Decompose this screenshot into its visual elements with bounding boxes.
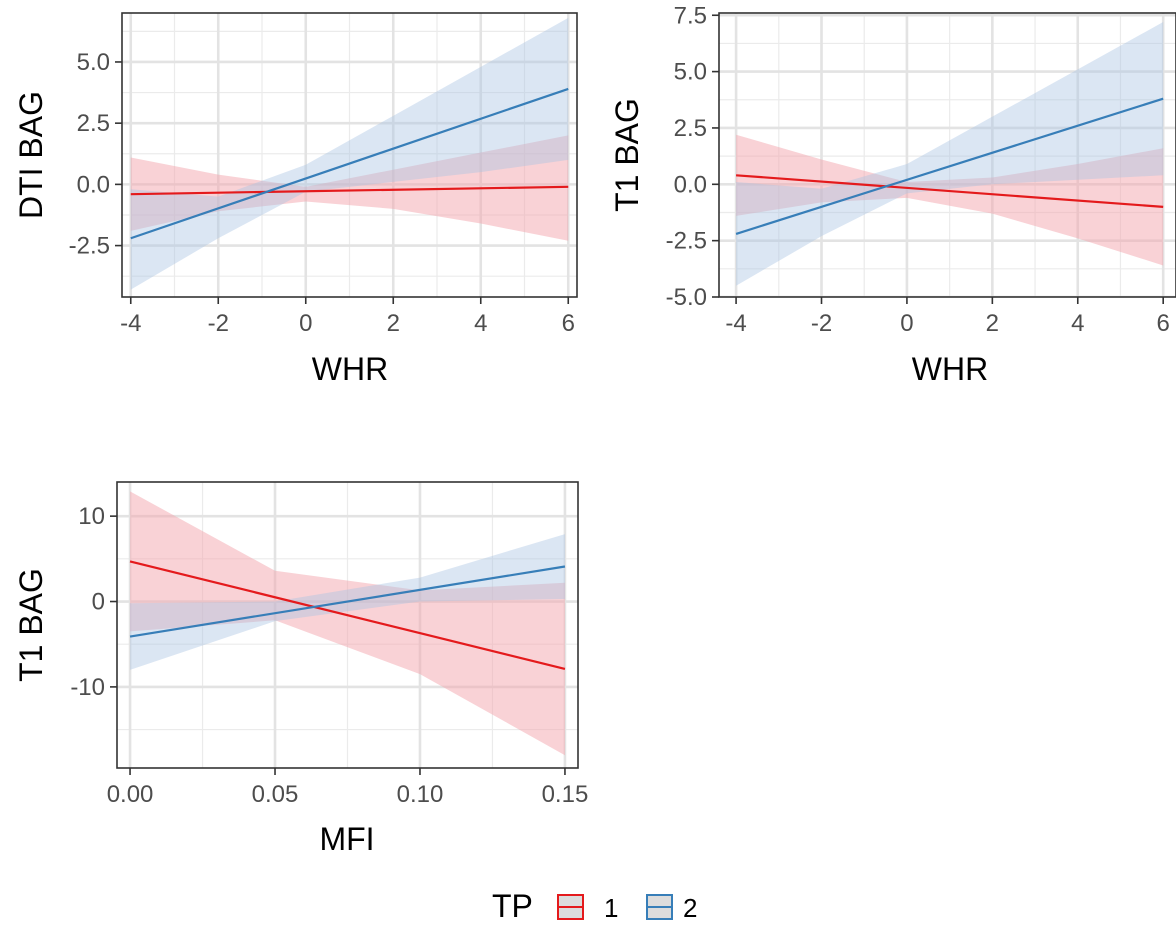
x-tick-label: 0.05 xyxy=(252,781,299,808)
panel-border xyxy=(718,12,1176,298)
panel-border xyxy=(116,481,579,769)
y-axis-title: T1 BAG xyxy=(609,98,645,212)
y-tick-label: 5.0 xyxy=(674,59,707,86)
plot-area xyxy=(129,491,566,756)
x-tick-label: -2 xyxy=(208,310,229,337)
y-tick-label: 10 xyxy=(78,503,105,530)
y-tick-label: 0 xyxy=(92,589,105,616)
y-axis-title: T1 BAG xyxy=(13,568,49,682)
plot-area xyxy=(735,22,1164,286)
ci-ribbon-tp1 xyxy=(130,491,565,756)
x-tick-label: -4 xyxy=(120,310,141,337)
ci-ribbon-tp1 xyxy=(736,134,1164,266)
fit-line-tp2 xyxy=(735,97,1164,235)
x-axis-title: WHR xyxy=(912,351,988,387)
x-axis-title: MFI xyxy=(319,821,374,857)
legend-label-tp2: 2 xyxy=(683,893,697,923)
x-tick-label: 0.15 xyxy=(542,781,589,808)
y-tick-label: 2.5 xyxy=(77,110,110,137)
y-tick-label: -2.5 xyxy=(666,228,707,255)
legend-title: TP xyxy=(492,888,533,924)
x-tick-label: 4 xyxy=(1071,310,1084,337)
panel-2: -4 -2 0 2 4 6 -5.0 -2.5 0.0 2.5 5.0 7.5 WHR T1 BAG xyxy=(609,2,1176,387)
x-tick-label: 6 xyxy=(562,310,575,337)
fit-line-tp1 xyxy=(736,174,1164,208)
panel-1: -4 -2 0 2 4 6 -2.5 0.0 2.5 5.0 WHR DTI BAG xyxy=(13,12,578,387)
x-tick-label: 4 xyxy=(474,310,487,337)
x-tick-label: 0 xyxy=(299,310,312,337)
x-tick-label: -2 xyxy=(811,310,832,337)
y-tick-label: 0.0 xyxy=(674,171,707,198)
x-tick-label: 2 xyxy=(986,310,999,337)
y-tick-label: 2.5 xyxy=(674,115,707,142)
y-tick-label: -10 xyxy=(70,674,105,701)
x-tick-label: 2 xyxy=(387,310,400,337)
legend-label-tp1: 1 xyxy=(604,893,618,923)
plot-area xyxy=(130,17,569,290)
ci-ribbon-tp2 xyxy=(736,22,1164,286)
legend-key-tp1 xyxy=(557,894,584,920)
fit-line-tp1 xyxy=(129,560,566,671)
x-axis-title: WHR xyxy=(312,351,388,387)
fit-line-tp2 xyxy=(130,87,569,240)
y-tick-label: -2.5 xyxy=(69,233,110,260)
legend-key-tp2 xyxy=(646,894,673,920)
grid xyxy=(719,13,1176,297)
x-tick-label: 0.00 xyxy=(107,781,154,808)
panel-border xyxy=(121,12,578,298)
x-tick-label: 6 xyxy=(1157,310,1170,337)
panel-3: 0.00 0.05 0.10 0.15 -10 0 10 MFI T1 BAG xyxy=(13,481,589,857)
fit-line-tp2 xyxy=(129,565,566,638)
x-tick-label: 0 xyxy=(900,310,913,337)
y-tick-label: -5.0 xyxy=(666,284,707,311)
y-tick-label: 0.0 xyxy=(77,171,110,198)
x-tick-label: 0.10 xyxy=(397,781,444,808)
legend: TP 1 2 xyxy=(492,888,697,924)
ci-ribbon-tp2 xyxy=(130,17,569,290)
fit-line-tp1 xyxy=(130,185,569,196)
x-tick-label: -4 xyxy=(725,310,746,337)
y-tick-label: 5.0 xyxy=(77,49,110,76)
ci-ribbon-tp1 xyxy=(130,135,569,241)
y-axis-title: DTI BAG xyxy=(13,91,49,219)
y-tick-label: 7.5 xyxy=(674,2,707,29)
